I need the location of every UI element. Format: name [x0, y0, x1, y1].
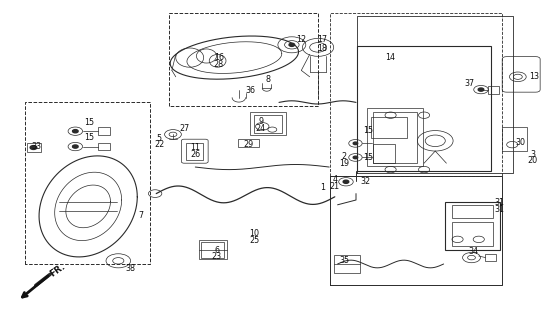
Text: 13: 13 — [530, 72, 540, 81]
Bar — [98, 127, 110, 135]
Text: 31: 31 — [494, 205, 504, 214]
Text: 12: 12 — [296, 35, 306, 44]
Bar — [371, 117, 407, 138]
Text: 26: 26 — [190, 150, 200, 159]
Text: 25: 25 — [249, 236, 259, 245]
Bar — [445, 202, 500, 250]
Text: 2: 2 — [341, 152, 347, 161]
Text: 3: 3 — [531, 150, 535, 159]
Text: 18: 18 — [318, 44, 328, 53]
Text: 1: 1 — [320, 183, 325, 192]
Circle shape — [30, 146, 37, 149]
Bar — [250, 112, 286, 135]
Text: 38: 38 — [125, 264, 135, 273]
Text: 34: 34 — [468, 247, 478, 256]
Bar — [199, 240, 227, 259]
Text: 35: 35 — [340, 256, 350, 265]
Text: 16: 16 — [214, 53, 224, 62]
Text: 15: 15 — [363, 126, 373, 135]
Text: 33: 33 — [31, 142, 41, 151]
Text: 28: 28 — [214, 60, 224, 69]
Text: 24: 24 — [256, 124, 266, 133]
Circle shape — [478, 88, 484, 91]
Text: 8: 8 — [266, 75, 270, 84]
Circle shape — [73, 130, 78, 133]
Bar — [238, 139, 259, 147]
Text: 32: 32 — [360, 177, 371, 186]
Text: 5: 5 — [156, 134, 162, 143]
Bar — [488, 86, 499, 94]
Bar — [373, 144, 395, 163]
Text: 19: 19 — [339, 159, 349, 168]
Bar — [254, 115, 282, 133]
Text: 29: 29 — [243, 140, 253, 149]
Bar — [367, 108, 423, 166]
Text: 31: 31 — [494, 198, 504, 207]
Bar — [201, 242, 224, 258]
Text: 6: 6 — [214, 246, 219, 255]
Text: 15: 15 — [363, 153, 373, 162]
Bar — [334, 255, 360, 273]
Circle shape — [289, 43, 295, 46]
Bar — [452, 222, 493, 246]
Circle shape — [73, 145, 78, 148]
Text: FR.: FR. — [48, 262, 66, 279]
Text: 30: 30 — [515, 138, 525, 147]
Text: 27: 27 — [179, 124, 189, 133]
Text: 15: 15 — [84, 118, 94, 127]
Text: 4: 4 — [333, 175, 337, 184]
Text: 7: 7 — [138, 211, 144, 220]
Bar — [27, 143, 41, 152]
Bar — [186, 143, 203, 160]
Text: 14: 14 — [386, 53, 396, 62]
Bar — [357, 46, 491, 171]
Text: 17: 17 — [318, 35, 328, 44]
Text: 21: 21 — [330, 182, 340, 191]
Text: 9: 9 — [258, 117, 263, 126]
Bar — [452, 205, 493, 218]
Text: 11: 11 — [190, 143, 200, 152]
Text: 37: 37 — [465, 79, 475, 88]
Bar — [502, 127, 527, 151]
Text: 15: 15 — [84, 133, 94, 142]
Bar — [373, 112, 417, 163]
Circle shape — [353, 156, 358, 159]
Text: 36: 36 — [245, 86, 255, 95]
Circle shape — [353, 142, 358, 145]
Text: 20: 20 — [528, 156, 538, 165]
Text: 22: 22 — [154, 140, 164, 149]
Text: 10: 10 — [249, 229, 259, 238]
Bar — [485, 254, 496, 261]
Circle shape — [343, 180, 349, 183]
Text: 23: 23 — [211, 252, 222, 261]
Bar — [98, 143, 110, 150]
